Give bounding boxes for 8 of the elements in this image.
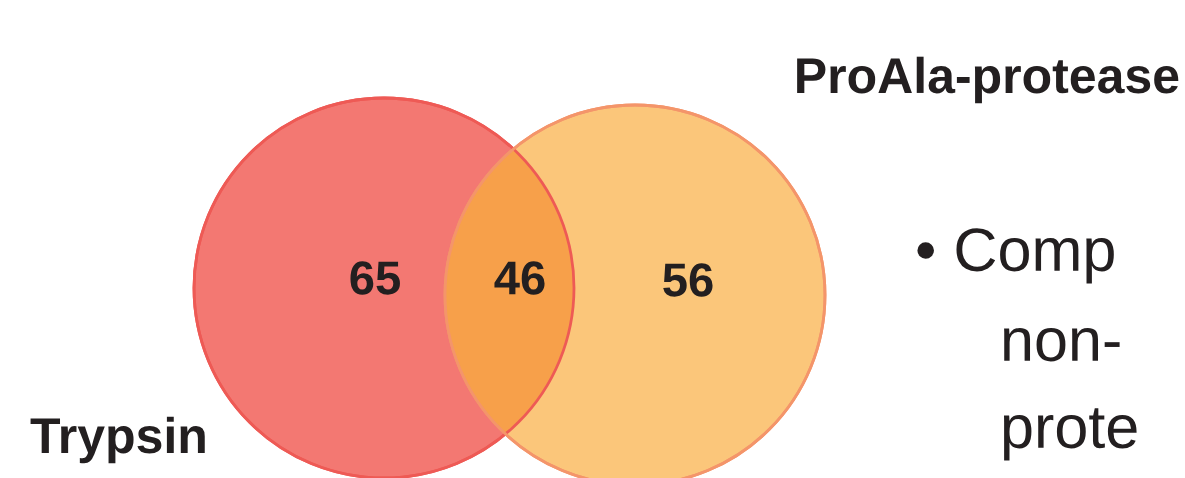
- data-label: 46: [494, 261, 545, 295]
- category-label: Trypsin: [30, 416, 205, 464]
- data-label: 56: [663, 263, 713, 297]
- category-label: ProAla-protease: [797, 56, 1179, 104]
- data-label: 65: [350, 261, 400, 295]
- text: • Comp: [917, 228, 1114, 284]
- text: prote: [1003, 408, 1137, 461]
- text: non-: [1004, 327, 1120, 362]
